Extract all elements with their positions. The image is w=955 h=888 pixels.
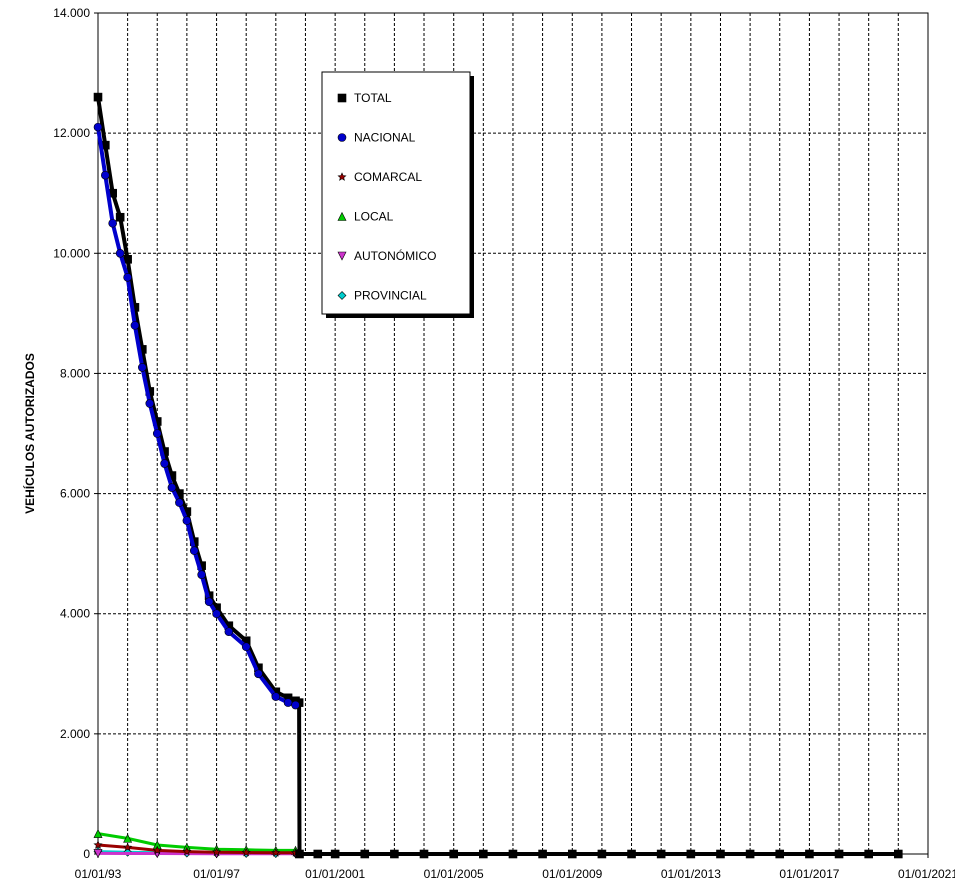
- y-tick-label: 10.000: [53, 246, 90, 260]
- data-point: [93, 849, 103, 859]
- data-point: [805, 849, 814, 859]
- data-point: [197, 570, 206, 579]
- legend-entry-label: NACIONAL: [354, 131, 416, 145]
- legend-entry-label: COMARCAL: [354, 170, 422, 184]
- data-point: [313, 849, 323, 859]
- data-point: [597, 849, 607, 859]
- data-point: [449, 849, 459, 859]
- y-axis-ticks: 0 2.000 4.000 6.000 8.000 10.000 12.000 14.000: [53, 6, 98, 861]
- data-point: [93, 828, 103, 838]
- data-point: [834, 849, 844, 859]
- data-point: [115, 212, 125, 222]
- data-point: [271, 848, 281, 857]
- series-nacional: [93, 122, 300, 710]
- data-point: [175, 498, 184, 507]
- legend-marker: [337, 211, 347, 221]
- data-point: [101, 170, 110, 180]
- legend-marker: [337, 291, 347, 300]
- legend-marker: [337, 133, 347, 142]
- data-point: [241, 847, 251, 857]
- y-tick-label: 2.000: [60, 727, 90, 741]
- y-tick-label: 4.000: [60, 607, 90, 621]
- legend-entry-label: TOTAL: [354, 91, 392, 105]
- data-point: [212, 609, 221, 619]
- legend-marker: [337, 172, 347, 181]
- data-point: [93, 92, 103, 102]
- legend-marker: [337, 251, 347, 261]
- x-tick-label: 01/01/2017: [779, 867, 839, 881]
- data-point: [254, 669, 263, 679]
- data-point: [93, 122, 103, 132]
- legend-box: [321, 71, 471, 315]
- chart-gridlines: [98, 13, 928, 854]
- series-total: [93, 92, 903, 859]
- data-point: [508, 849, 518, 859]
- data-point: [716, 849, 725, 859]
- data-point: [627, 849, 636, 859]
- data-point: [390, 849, 399, 859]
- series-line: [97, 843, 296, 855]
- x-tick-label: 01/01/2005: [424, 867, 484, 881]
- data-series-layer: [93, 92, 903, 859]
- legend-marker: [337, 93, 347, 103]
- legend-entry-label: AUTONÓMICO: [354, 248, 436, 263]
- data-point: [123, 833, 133, 843]
- data-point: [130, 321, 140, 330]
- legend-entry-label: PROVINCIAL: [354, 289, 427, 303]
- data-point: [93, 840, 103, 849]
- x-tick-label: 01/01/2013: [661, 867, 721, 881]
- data-point: [189, 546, 199, 555]
- data-point: [145, 399, 155, 408]
- data-point: [182, 846, 192, 856]
- data-point: [138, 363, 147, 372]
- legend: TOTAL NACIONAL COMARCAL LOCAL AUTONÓMICO PROV…: [321, 71, 474, 318]
- data-point: [538, 849, 547, 859]
- data-point: [775, 849, 785, 859]
- data-point: [686, 849, 696, 859]
- data-point: [115, 248, 125, 258]
- data-point: [108, 218, 117, 228]
- data-point: [204, 597, 214, 607]
- data-point: [291, 700, 300, 710]
- data-point: [167, 483, 177, 492]
- data-point: [419, 849, 429, 859]
- data-point: [283, 698, 293, 707]
- y-axis-label: VEHÍCULOS AUTORIZADOS: [22, 353, 37, 514]
- y-tick-label: 14.000: [53, 6, 90, 20]
- y-tick-label: 8.000: [60, 366, 90, 380]
- data-point: [182, 516, 192, 525]
- data-point: [224, 627, 234, 637]
- data-point: [295, 849, 304, 859]
- x-tick-label: 01/01/93: [75, 867, 122, 881]
- data-point: [160, 459, 169, 468]
- data-point: [479, 849, 488, 859]
- x-tick-label: 01/01/2009: [542, 867, 602, 881]
- data-point: [152, 429, 162, 438]
- y-tick-label: 0: [83, 847, 90, 861]
- data-point: [241, 642, 251, 652]
- y-tick-label: 6.000: [60, 487, 90, 501]
- x-tick-label: 01/01/2021: [898, 867, 955, 881]
- data-point: [123, 842, 133, 852]
- data-point: [745, 849, 755, 859]
- data-point: [330, 849, 340, 859]
- data-point: [567, 849, 577, 859]
- data-point: [123, 273, 132, 282]
- series-line: [96, 96, 899, 856]
- data-point: [893, 849, 903, 859]
- data-point: [864, 849, 873, 859]
- data-point: [152, 845, 162, 855]
- legend-entry-label: LOCAL: [354, 210, 394, 224]
- data-point: [360, 849, 370, 859]
- x-tick-label: 01/01/97: [193, 867, 240, 881]
- data-point: [656, 849, 666, 859]
- x-axis-ticks: 01/01/93 01/01/97 01/01/2001 01/01/2005 01/0…: [75, 854, 955, 881]
- y-tick-label: 12.000: [53, 126, 90, 140]
- data-point: [271, 692, 281, 701]
- x-tick-label: 01/01/2001: [305, 867, 365, 881]
- data-point: [212, 847, 222, 857]
- series-line: [97, 832, 296, 852]
